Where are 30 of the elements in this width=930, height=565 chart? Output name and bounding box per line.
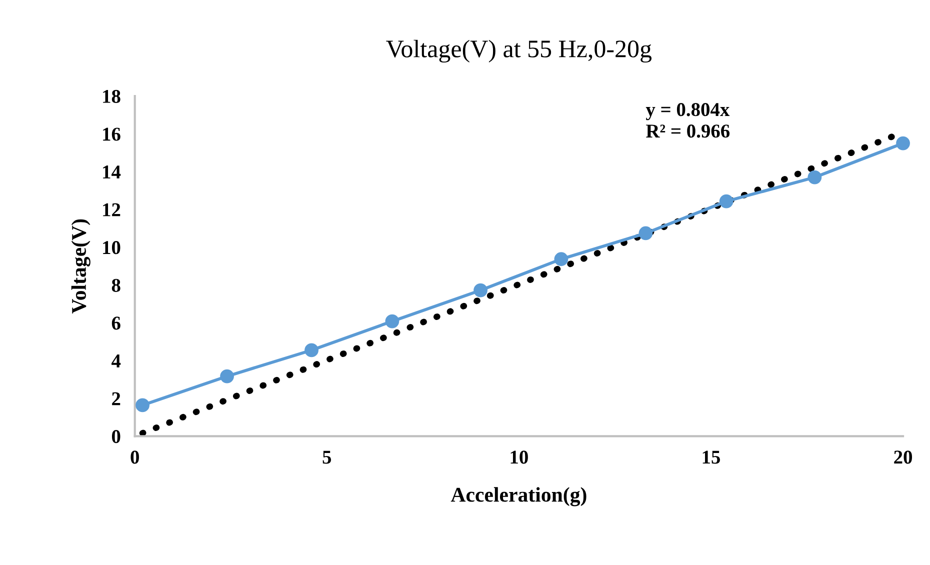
x-tick-label: 20: [894, 450, 912, 464]
annotation: y = 0.804x: [646, 103, 730, 120]
x-axis-title: Acceleration(g): [450, 487, 586, 506]
chart-title: Voltage(V) at 55 Hz,0-20g: [386, 40, 652, 63]
x-tick-label: 15: [702, 450, 720, 464]
y-tick-label: 2: [112, 392, 120, 406]
y-tick-label: 10: [103, 241, 120, 254]
y-tick-label: 18: [103, 90, 120, 103]
point: [474, 283, 488, 298]
y-tick-label: 8: [112, 278, 120, 292]
y-tick-label: 12: [103, 203, 120, 216]
point: [896, 136, 910, 150]
point: [808, 170, 822, 184]
y-axis-title: Voltage(V): [71, 219, 90, 314]
point: [638, 226, 653, 240]
point: [554, 252, 568, 266]
point: [136, 398, 150, 412]
point: [304, 343, 318, 358]
x-tick-label: 5: [322, 450, 332, 464]
point: [220, 369, 234, 384]
point: [719, 194, 734, 208]
y-tick-label: 0: [112, 430, 120, 444]
y-tick-label: 16: [103, 128, 120, 141]
y-tick-label: 6: [112, 316, 120, 330]
y-tick-label: 4: [112, 354, 121, 368]
x-tick-label: 0: [130, 450, 139, 464]
annotation: R² = 0.966: [646, 124, 730, 138]
y-tick-label: 14: [103, 166, 121, 178]
x-tick-label: 10: [510, 450, 528, 464]
point: [385, 314, 400, 328]
